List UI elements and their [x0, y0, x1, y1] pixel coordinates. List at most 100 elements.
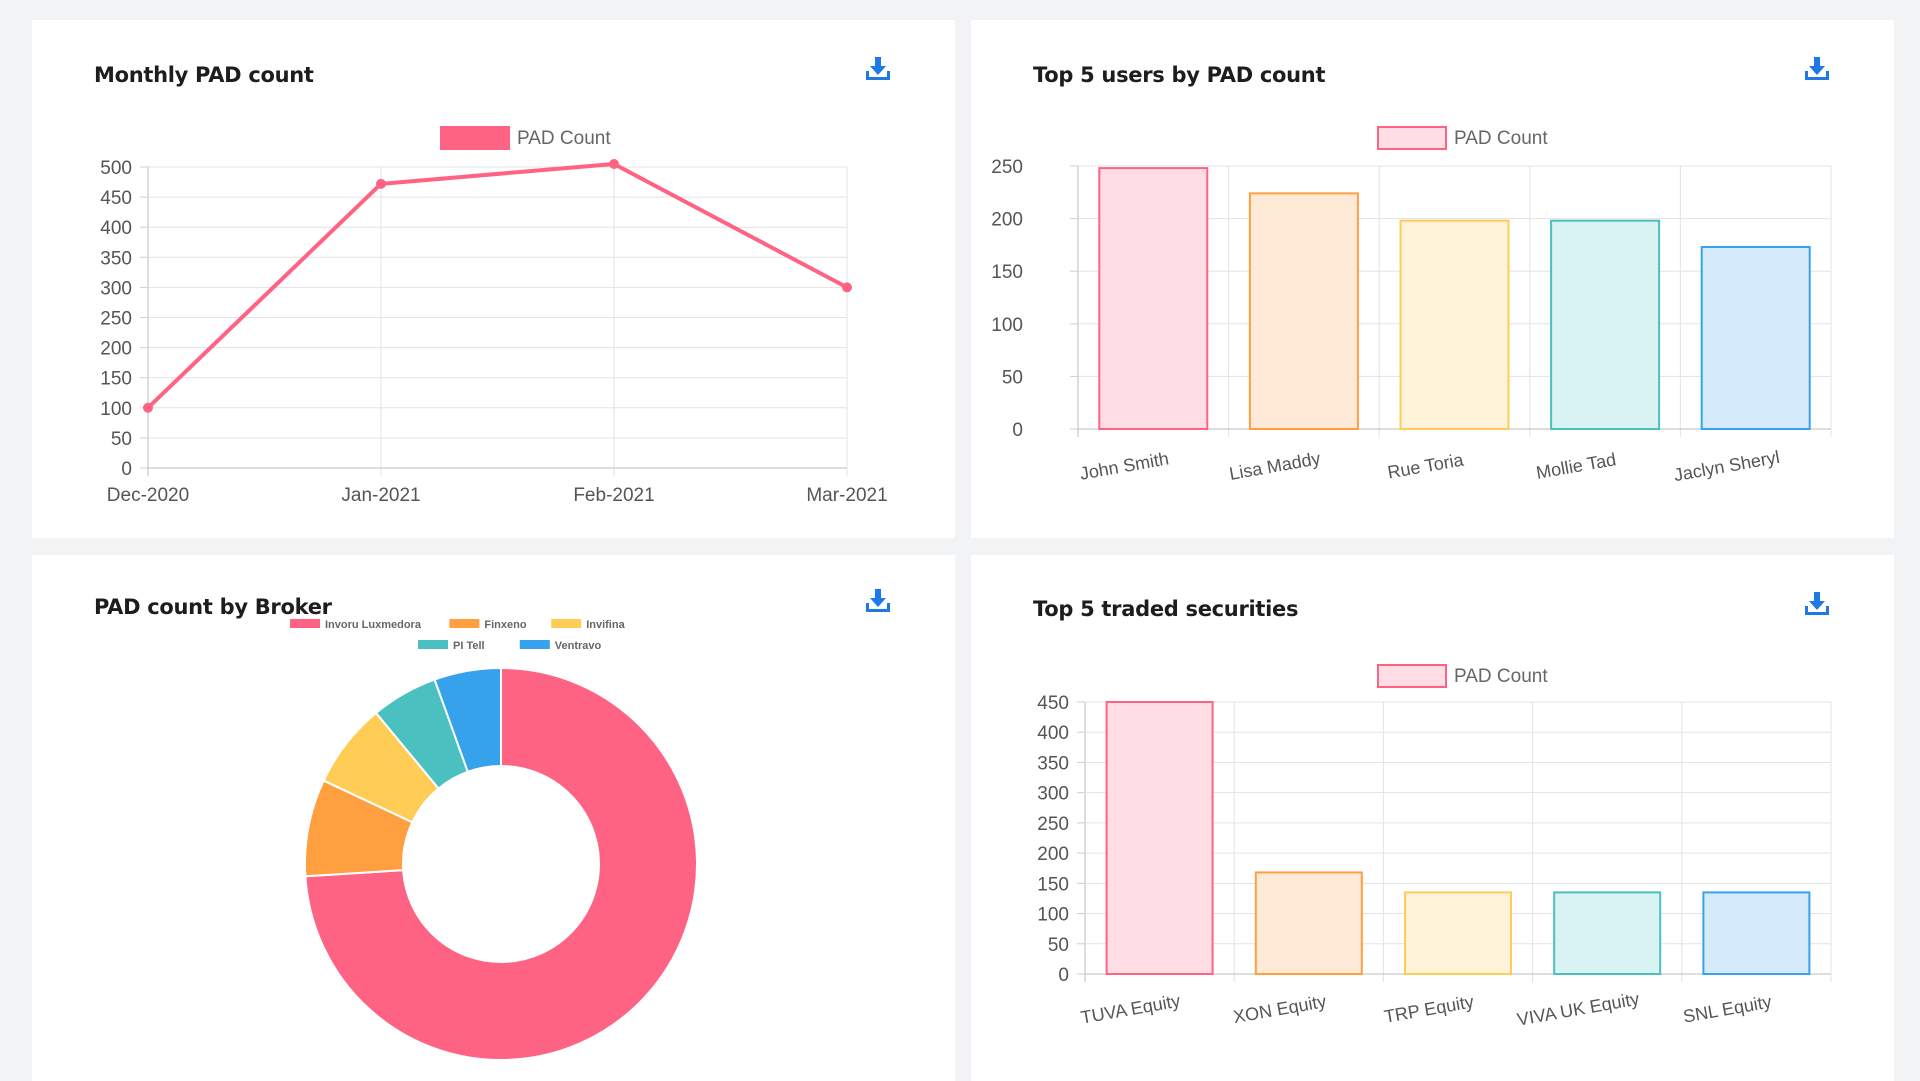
legend-label: Ventravo: [555, 640, 602, 652]
broker-card: PAD count by Broker Invoru Luxmedora Finx…: [32, 555, 955, 1081]
y-tick-label: 250: [991, 157, 1023, 178]
download-arrow-shaft: [1814, 57, 1820, 67]
x-tick-label: XON Equity: [1232, 991, 1328, 1027]
bar: [1553, 891, 1662, 975]
y-tick-label: 250: [100, 309, 132, 330]
y-tick-label: 400: [100, 218, 132, 239]
download-arrow-head: [1809, 66, 1825, 75]
donut-slice: [304, 666, 698, 1061]
bar: [1098, 167, 1209, 430]
x-tick-label: John Smith: [1078, 448, 1170, 483]
bar: [1404, 891, 1512, 975]
y-tick-label: 0: [1012, 420, 1023, 441]
y-tick-label: 0: [121, 459, 132, 480]
download-glyph: [866, 589, 890, 612]
x-tick-label: Lisa Maddy: [1228, 448, 1322, 484]
download-icon[interactable]: [1802, 589, 1832, 619]
legend-swatch: [1377, 126, 1447, 150]
legend-swatch: [440, 126, 510, 150]
x-tick-label: TRP Equity: [1383, 991, 1476, 1026]
download-arrow-head: [870, 66, 886, 75]
y-tick-label: 350: [1037, 753, 1069, 774]
securities-card: Top 5 traded securities PAD Count 0 50 100 1…: [971, 555, 1894, 1081]
legend-swatch: [449, 619, 480, 628]
donut-slice: [433, 666, 502, 774]
card-title: PAD count by Broker: [94, 595, 332, 619]
legend-swatch: [551, 619, 582, 628]
line-point: [376, 178, 386, 189]
line-point: [609, 158, 619, 169]
y-tick-label: 300: [1037, 784, 1069, 805]
y-tick-label: 150: [100, 369, 132, 390]
y-tick-label: 50: [111, 429, 132, 450]
top-users-card: Top 5 users by PAD count PAD Count 0 50 100…: [971, 20, 1894, 538]
download-glyph: [1805, 57, 1829, 80]
legend-swatch: [418, 640, 448, 649]
y-tick-label: 200: [100, 339, 132, 360]
card-title: Top 5 users by PAD count: [1033, 63, 1326, 87]
download-glyph: [866, 57, 890, 80]
y-tick-label: 300: [100, 278, 132, 299]
bar: [1248, 192, 1359, 430]
download-arrow-shaft: [1814, 592, 1820, 602]
line-series: [146, 161, 848, 410]
line-point: [143, 402, 153, 413]
x-tick-label: Jan-2021: [341, 485, 420, 506]
y-tick-label: 100: [100, 399, 132, 420]
download-icon[interactable]: [863, 586, 893, 616]
bar: [1254, 871, 1363, 976]
card-title: Monthly PAD count: [94, 63, 314, 87]
download-arrow-head: [1809, 601, 1825, 610]
y-tick-label: 0: [1058, 965, 1069, 986]
download-arrow-shaft: [875, 589, 881, 599]
y-tick-label: 350: [100, 248, 132, 269]
bar: [1399, 219, 1510, 430]
broker-donut-chart: Invoru Luxmedora Finxeno Invifina PI Tell Ve…: [290, 619, 698, 1061]
y-tick-label: 500: [100, 158, 132, 179]
card-title: Top 5 traded securities: [1033, 597, 1299, 621]
x-tick-label: Feb-2021: [573, 485, 654, 506]
download-tray: [1805, 71, 1829, 80]
download-icon[interactable]: [1802, 54, 1832, 84]
legend-label: Invifina: [586, 619, 625, 631]
download-tray: [866, 603, 890, 612]
y-tick-label: 200: [991, 210, 1023, 231]
legend-label: Finxeno: [484, 619, 526, 631]
download-icon[interactable]: [863, 54, 893, 84]
y-tick-label: 100: [1037, 905, 1069, 926]
y-tick-label: 150: [1037, 874, 1069, 895]
x-tick-label: Rue Toria: [1386, 449, 1466, 482]
download-arrow-head: [870, 598, 886, 607]
legend-swatch: [290, 619, 320, 628]
x-tick-label: TUVA Equity: [1079, 990, 1182, 1027]
bar: [1702, 891, 1811, 975]
line-point: [842, 282, 852, 293]
y-tick-label: 100: [991, 315, 1023, 336]
y-tick-label: 50: [1048, 935, 1069, 956]
securities-chart: PAD Count 0 50 100 150 200 250 300 350 400 450 TUVA…: [1037, 664, 1832, 1030]
download-tray: [866, 71, 890, 80]
x-tick-label: SNL Equity: [1682, 991, 1774, 1026]
legend-swatch: [1377, 664, 1447, 688]
bar: [1105, 701, 1214, 975]
legend-label: Invoru Luxmedora: [325, 619, 422, 631]
y-tick-label: 50: [1002, 367, 1023, 388]
bar: [1550, 219, 1661, 430]
y-tick-label: 400: [1037, 723, 1069, 744]
y-tick-label: 450: [1037, 693, 1069, 714]
bar: [1700, 246, 1811, 430]
y-tick-label: 450: [100, 188, 132, 209]
top-users-chart: PAD Count 0 50 100 150 200 250 John Smith Lisa M…: [991, 126, 1832, 485]
monthly-pad-card: Monthly PAD count PAD Count 0 50 100 150 200 2…: [32, 20, 955, 538]
x-tick-label: Dec-2020: [107, 485, 189, 506]
y-tick-label: 250: [1037, 814, 1069, 835]
download-glyph: [1805, 592, 1829, 615]
legend-label: PAD Count: [1454, 666, 1548, 687]
y-tick-label: 150: [991, 262, 1023, 283]
x-tick-label: Jaclyn Sheryl: [1672, 447, 1781, 485]
x-tick-label: VIVA UK Equity: [1515, 988, 1640, 1029]
legend-label: PI Tell: [453, 640, 485, 652]
legend-label: PAD Count: [1454, 128, 1548, 149]
monthly-pad-chart: PAD Count 0 50 100 150 200 250 300 350 400 450 500 D…: [100, 126, 888, 506]
x-tick-label: Mollie Tad: [1535, 449, 1618, 483]
